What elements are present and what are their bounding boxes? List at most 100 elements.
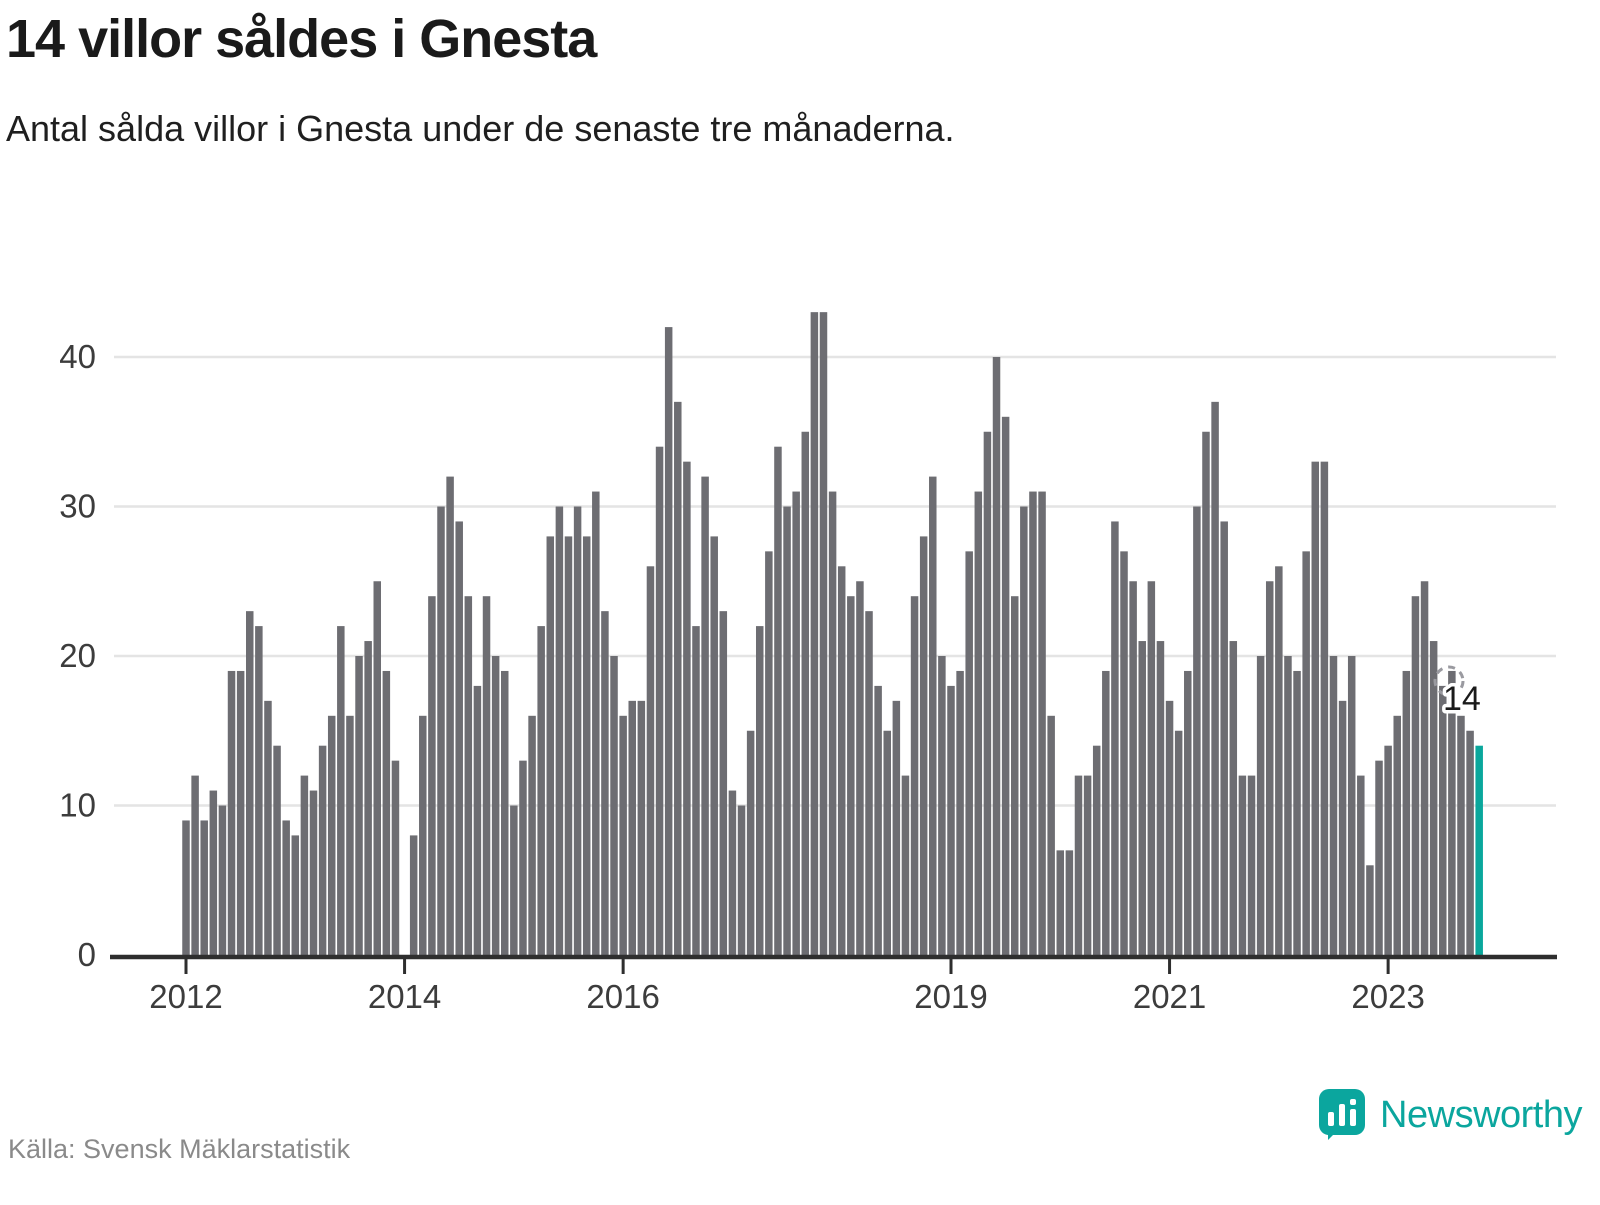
bar	[519, 760, 527, 955]
page-title: 14 villor såldes i Gnesta	[6, 9, 597, 69]
bar	[1174, 730, 1183, 955]
bar	[182, 820, 190, 955]
bar	[327, 715, 336, 955]
bar	[1211, 401, 1219, 956]
bar	[1065, 850, 1074, 955]
bar	[1466, 730, 1474, 955]
bar	[264, 700, 272, 955]
bar	[455, 521, 463, 955]
bar	[847, 596, 855, 955]
bar	[1320, 461, 1329, 955]
bar	[1384, 745, 1392, 955]
bar	[1311, 461, 1320, 955]
bar	[1120, 551, 1128, 955]
bar	[1202, 431, 1210, 955]
source-note: Källa: Svensk Mäklarstatistik	[8, 1134, 351, 1164]
bar	[1010, 596, 1019, 955]
y-axis-label-20: 20	[59, 637, 96, 674]
bar	[309, 790, 318, 955]
bar	[1047, 715, 1055, 955]
bar	[473, 685, 482, 955]
latest-value-label: 14	[1443, 680, 1481, 718]
bar	[1111, 521, 1119, 955]
bar	[1302, 551, 1310, 955]
y-axis-label-30: 30	[59, 488, 96, 525]
bar	[719, 611, 728, 955]
bar	[191, 775, 199, 955]
bar	[1256, 656, 1265, 955]
bar-highlight-latest	[1475, 745, 1483, 955]
bar	[555, 506, 564, 955]
bar	[501, 670, 509, 955]
bar	[1275, 566, 1283, 955]
bar	[391, 760, 400, 955]
bar	[464, 596, 473, 955]
bar	[1138, 641, 1146, 955]
bar	[610, 656, 618, 955]
bar	[255, 626, 263, 955]
bar	[482, 596, 491, 955]
bar	[637, 700, 646, 955]
bar	[428, 596, 436, 955]
bar	[983, 431, 992, 955]
bar	[1357, 775, 1365, 955]
bar	[346, 715, 354, 955]
bar	[674, 401, 682, 956]
bar	[510, 805, 518, 955]
bar	[446, 476, 454, 955]
bar	[746, 730, 755, 955]
bar	[883, 730, 891, 955]
bar	[546, 536, 555, 955]
bar	[1402, 670, 1411, 955]
bar	[655, 446, 664, 955]
x-axis-label-2023: 2023	[1351, 978, 1424, 1015]
bar	[1029, 491, 1037, 955]
bar	[291, 835, 300, 955]
bar	[355, 656, 363, 955]
bar	[1020, 506, 1028, 955]
bar	[919, 536, 928, 955]
bar	[701, 476, 709, 955]
newsworthy-wordmark: Newsworthy	[1380, 1093, 1582, 1136]
bar	[901, 775, 910, 955]
bar	[1284, 656, 1292, 955]
bar	[218, 805, 227, 955]
bar	[819, 312, 828, 955]
bar	[628, 700, 636, 955]
bar	[765, 551, 773, 955]
chart-subtitle: Antal sålda villor i Gnesta under de sen…	[6, 108, 955, 149]
bar	[573, 506, 582, 955]
bar	[200, 820, 208, 955]
bar	[437, 506, 445, 955]
bar	[1411, 596, 1420, 955]
bar	[1329, 656, 1338, 955]
bar	[236, 670, 245, 955]
bar	[1102, 670, 1110, 955]
bar	[728, 790, 737, 955]
bar	[246, 611, 254, 955]
bar	[865, 611, 873, 955]
bar	[364, 641, 372, 955]
bar	[491, 656, 500, 955]
bar	[956, 670, 964, 955]
bar	[1439, 685, 1447, 955]
bar	[1247, 775, 1256, 955]
bar	[592, 491, 600, 955]
bar	[1457, 715, 1465, 955]
bar	[974, 491, 983, 955]
bar	[382, 670, 391, 955]
bar	[601, 611, 609, 955]
bar	[910, 596, 919, 955]
bar	[300, 775, 309, 955]
bar	[947, 685, 955, 955]
bar	[737, 805, 746, 955]
bar	[1056, 850, 1065, 955]
bar	[282, 820, 290, 955]
bar	[828, 491, 837, 955]
bar	[892, 700, 901, 955]
bar	[1156, 641, 1165, 955]
bar	[774, 446, 782, 955]
bar	[683, 461, 691, 955]
